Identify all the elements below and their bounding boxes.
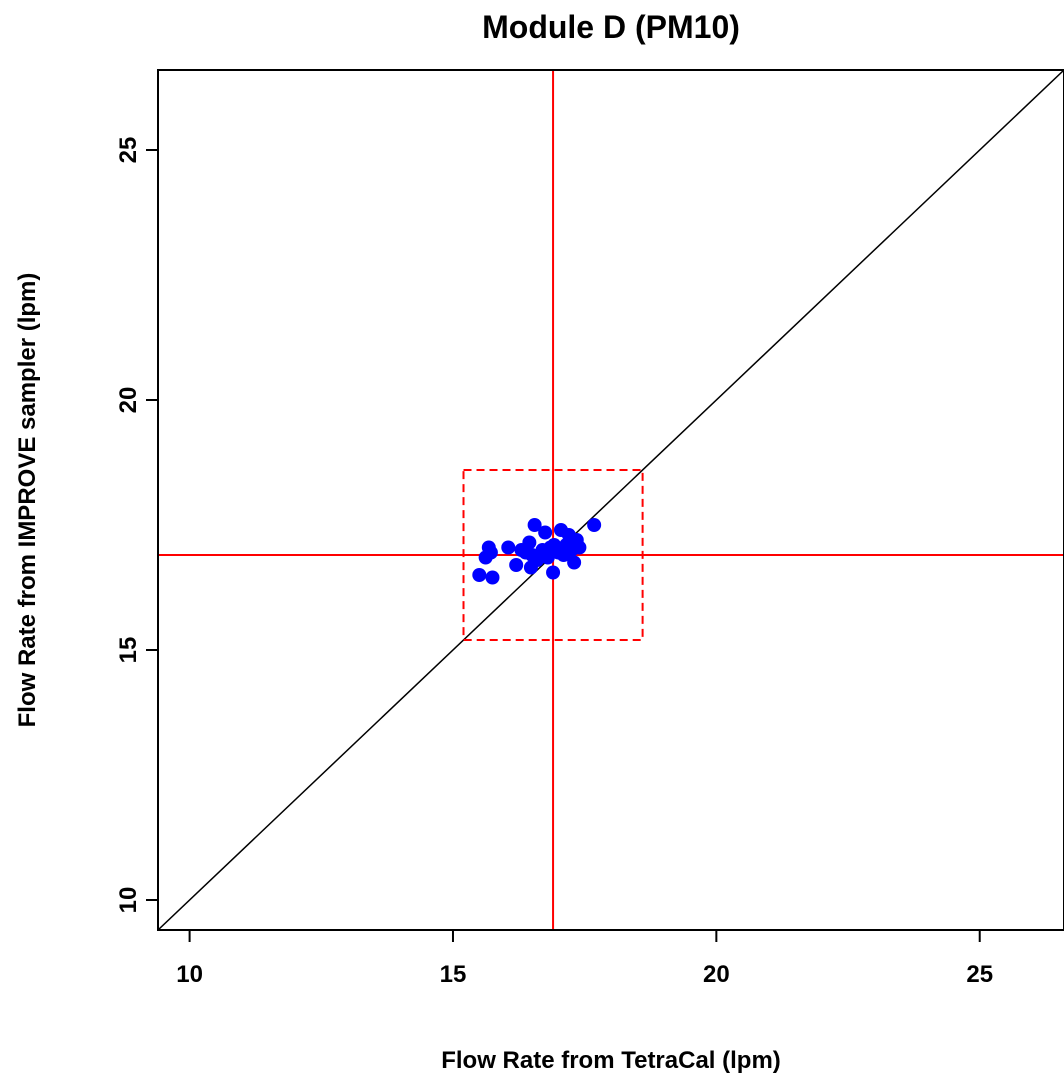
data-point [522, 535, 537, 550]
data-point [572, 540, 587, 555]
y-tick-label: 15 [115, 637, 142, 664]
plot-area [158, 70, 1064, 930]
plot-frame [157, 69, 1064, 931]
data-point [527, 518, 542, 532]
data-point [501, 540, 516, 555]
data-point [587, 518, 602, 532]
y-tick-label: 20 [115, 387, 142, 414]
chart-title: Module D (PM10) [482, 9, 740, 45]
data-point [472, 568, 487, 582]
data-point [546, 565, 561, 580]
data-point [567, 555, 582, 570]
x-axis: 10 15 20 25 [176, 930, 993, 988]
data-points [472, 518, 602, 585]
data-point [538, 525, 553, 540]
y-tick-label: 10 [115, 887, 142, 914]
x-tick-label: 15 [440, 961, 467, 988]
data-point [509, 558, 524, 572]
y-tick-label: 25 [115, 137, 142, 164]
x-tick-label: 10 [176, 961, 203, 988]
identity-line [158, 70, 1064, 930]
reference-lines [158, 70, 1064, 930]
x-tick-label: 25 [966, 961, 993, 988]
y-axis: 10 15 20 25 [115, 137, 158, 914]
data-point [485, 570, 500, 585]
x-axis-label: Flow Rate from TetraCal (lpm) [441, 1047, 781, 1074]
x-tick-label: 20 [703, 961, 730, 988]
data-point [483, 545, 498, 560]
y-axis-label: Flow Rate from IMPROVE sampler (lpm) [14, 273, 41, 728]
